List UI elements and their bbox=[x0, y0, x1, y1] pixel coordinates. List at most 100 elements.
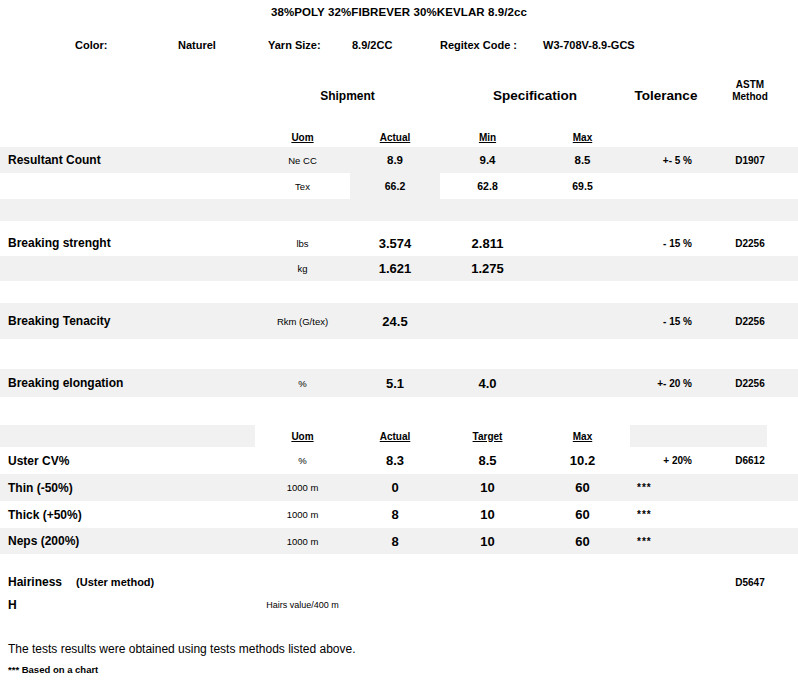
footer-note: The tests results were obtained using te… bbox=[0, 642, 798, 658]
actual-value-cell: 24.5 bbox=[350, 303, 440, 339]
max-value-cell bbox=[535, 369, 630, 397]
uom-cell: % bbox=[255, 447, 350, 474]
info-row: Color: Naturel Yarn Size: 8.9/2CC Regite… bbox=[0, 39, 798, 55]
hairiness-h-row: H Hairs value/400 m bbox=[0, 594, 798, 616]
min-value-cell: 62.8 bbox=[440, 173, 535, 199]
table1-header-label-spacer bbox=[0, 127, 255, 147]
tolerance-cell: *** bbox=[630, 501, 702, 528]
tolerance-cell: - 15 % bbox=[630, 303, 702, 339]
astm-code-cell: D2256 bbox=[702, 230, 798, 256]
actual-value-cell: 8.9 bbox=[350, 147, 440, 173]
table2-column-header-max: Max bbox=[535, 425, 630, 447]
row-label: Thin (-50%) bbox=[0, 474, 255, 501]
hairiness-label-cell: Hairiness (Uster method) bbox=[0, 570, 255, 594]
table2-header-tolerance-spacer bbox=[630, 425, 702, 447]
row-label: Resultant Count bbox=[0, 147, 255, 173]
uom-cell: Ne CC bbox=[255, 147, 350, 173]
table-row: Tex66.262.869.5 bbox=[0, 173, 798, 199]
shipment-header: Shipment bbox=[255, 89, 440, 103]
row-label: Uster CV% bbox=[0, 447, 255, 474]
uom-cell: Rkm (G/tex) bbox=[255, 303, 350, 339]
actual-value-cell: 1.621 bbox=[350, 256, 440, 281]
hairiness-astm-code: D5647 bbox=[702, 570, 798, 594]
spacer-row bbox=[0, 397, 798, 425]
yarn-test-report: 38%POLY 32%FIBREVER 30%KEVLAR 8.9/2cc Co… bbox=[0, 0, 798, 685]
table-row: Breaking elongation%5.14.0 +- 20 %D2256 bbox=[0, 369, 798, 397]
tolerance-cell: *** bbox=[630, 474, 702, 501]
uom-cell: % bbox=[255, 369, 350, 397]
table1-column-header-min: Min bbox=[440, 127, 535, 147]
astm-code-cell: D2256 bbox=[702, 369, 798, 397]
tolerance-cell: *** bbox=[630, 528, 702, 554]
table1-column-header-uom: Uom bbox=[255, 127, 350, 147]
astm-header-line1: ASTM bbox=[702, 79, 798, 91]
tolerance-cell bbox=[630, 173, 702, 199]
hairiness-method-label: (Uster method) bbox=[76, 576, 154, 588]
uom-cell: 1000 m bbox=[255, 528, 350, 554]
report-title: 38%POLY 32%FIBREVER 30%KEVLAR 8.9/2cc bbox=[0, 0, 798, 22]
tolerance-header: Tolerance bbox=[630, 88, 702, 103]
uom-cell: kg bbox=[255, 256, 350, 281]
table2-column-header-min: Target bbox=[440, 425, 535, 447]
actual-value-cell: 8 bbox=[350, 528, 440, 554]
actual-value-cell: 5.1 bbox=[350, 369, 440, 397]
min-value-cell: 9.4 bbox=[440, 147, 535, 173]
astm-code-cell bbox=[702, 173, 798, 199]
regitex-code-label: Regitex Code : bbox=[440, 39, 517, 51]
astm-code-cell: D2256 bbox=[702, 303, 798, 339]
regitex-code-value: W3-708V-8.9-GCS bbox=[543, 39, 635, 51]
min-value-cell: 8.5 bbox=[440, 447, 535, 474]
table2-column-header-uom: Uom bbox=[255, 425, 350, 447]
table1-header-tolerance-spacer bbox=[630, 127, 702, 147]
astm-header-line2: Method bbox=[702, 91, 798, 103]
table-row: Thick (+50%)1000 m81060*** bbox=[0, 501, 798, 528]
max-value-cell bbox=[535, 303, 630, 339]
hairiness-row: Hairiness (Uster method) D5647 bbox=[0, 570, 798, 594]
max-value-cell: 60 bbox=[535, 474, 630, 501]
color-label: Color: bbox=[75, 39, 107, 51]
row-label: Thick (+50%) bbox=[0, 501, 255, 528]
actual-value-cell: 8 bbox=[350, 501, 440, 528]
uom-cell: 1000 m bbox=[255, 474, 350, 501]
min-value-cell bbox=[440, 303, 535, 339]
specification-header: Specification bbox=[440, 88, 630, 103]
table-row: Uster CV%%8.38.510.2+ 20%D6612 bbox=[0, 447, 798, 474]
max-value-cell bbox=[535, 256, 630, 281]
table-row: kg1.6211.275 bbox=[0, 256, 798, 281]
max-value-cell: 60 bbox=[535, 528, 630, 554]
table-row: Resultant CountNe CC8.99.48.5+- 5 %D1907 bbox=[0, 147, 798, 173]
shipment-specification-table: UomActualMinMaxResultant CountNe CC8.99.… bbox=[0, 127, 798, 425]
table-row: Neps (200%)1000 m81060*** bbox=[0, 528, 798, 554]
table1-column-header-row: UomActualMinMax bbox=[0, 127, 798, 147]
footer-chart-note: *** Based on a chart bbox=[0, 664, 798, 678]
uster-evenness-table: UomActualTargetMaxUster CV%%8.38.510.2+ … bbox=[0, 425, 798, 554]
min-value-cell: 4.0 bbox=[440, 369, 535, 397]
max-value-cell: 69.5 bbox=[535, 173, 630, 199]
row-label: Neps (200%) bbox=[0, 528, 255, 554]
actual-value-cell: 8.3 bbox=[350, 447, 440, 474]
min-value-cell: 10 bbox=[440, 501, 535, 528]
astm-code-cell: D1907 bbox=[702, 147, 798, 173]
actual-value-cell: 3.574 bbox=[350, 230, 440, 256]
table-row: Breaking TenacityRkm (G/tex)24.5 - 15 %D2… bbox=[0, 303, 798, 339]
row-label: Breaking Tenacity bbox=[0, 303, 255, 339]
row-label bbox=[0, 256, 255, 281]
tolerance-cell bbox=[630, 256, 702, 281]
h-label: H bbox=[0, 594, 255, 616]
astm-code-cell: D6612 bbox=[702, 447, 798, 474]
yarn-size-value: 8.9/2CC bbox=[352, 39, 392, 51]
tolerance-cell: +- 5 % bbox=[630, 147, 702, 173]
astm-code-cell bbox=[702, 256, 798, 281]
row-label: Breaking elongation bbox=[0, 369, 255, 397]
tolerance-cell: +- 20 % bbox=[630, 369, 702, 397]
astm-code-cell bbox=[702, 528, 798, 554]
astm-code-cell bbox=[702, 501, 798, 528]
max-value-cell: 10.2 bbox=[535, 447, 630, 474]
min-value-cell: 1.275 bbox=[440, 256, 535, 281]
table1-header-astm-spacer bbox=[702, 127, 798, 147]
uom-cell: Tex bbox=[255, 173, 350, 199]
color-value: Naturel bbox=[178, 39, 216, 51]
max-value-cell: 60 bbox=[535, 501, 630, 528]
actual-value-cell: 0 bbox=[350, 474, 440, 501]
uom-cell: 1000 m bbox=[255, 501, 350, 528]
